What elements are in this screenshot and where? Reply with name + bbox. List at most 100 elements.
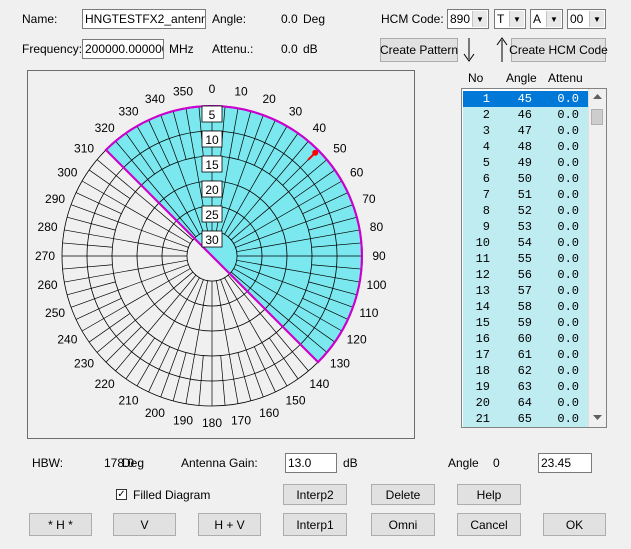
table-row[interactable]: 3 47 0.0 <box>463 123 590 139</box>
filled-pattern-sector <box>104 105 363 364</box>
hcm-code-select-2[interactable]: T ▼ <box>494 9 526 29</box>
angle-tick-label: 50 <box>333 142 347 156</box>
hcm-code-select-4[interactable]: 00 ▼ <box>567 9 606 29</box>
frequency-field[interactable]: 200000.000000 <box>82 39 164 59</box>
table-row[interactable]: 4 48 0.0 <box>463 139 590 155</box>
row-number: 1 <box>482 92 490 106</box>
row-number: 17 <box>475 348 490 362</box>
row-number: 10 <box>475 236 490 250</box>
angle-input[interactable]: 23.45 <box>538 453 592 473</box>
h-plus-v-button[interactable]: H + V <box>198 513 261 536</box>
table-row[interactable]: 11 55 0.0 <box>463 251 590 267</box>
create-hcm-code-button[interactable]: Create HCM Code <box>509 38 608 62</box>
table-row[interactable]: 18 62 0.0 <box>463 363 590 379</box>
ring-label-box <box>201 230 223 248</box>
polar-spoke <box>67 281 116 296</box>
row-angle: 64 <box>517 396 532 410</box>
table-row[interactable]: 15 59 0.0 <box>463 315 590 331</box>
polar-spoke <box>62 242 113 248</box>
table-row[interactable]: 19 63 0.0 <box>463 379 590 395</box>
column-header-angle: Angle <box>506 71 537 85</box>
omni-button[interactable]: Omni <box>371 513 435 536</box>
row-angle: 50 <box>517 172 532 186</box>
polar-spoke <box>160 279 204 398</box>
ring-label: 25 <box>205 208 219 222</box>
polar-spoke <box>105 326 142 363</box>
filled-diagram-checkbox[interactable]: ✓ <box>116 489 127 500</box>
vertical-scrollbar[interactable] <box>588 89 606 427</box>
polar-spoke <box>311 242 362 248</box>
filled-diagram-label: Filled Diagram <box>133 488 211 502</box>
antenna-gain-unit: dB <box>343 456 358 470</box>
arrow-down-icon <box>463 38 475 62</box>
table-row[interactable]: 7 51 0.0 <box>463 187 590 203</box>
help-button[interactable]: Help <box>457 484 521 505</box>
scrollbar-thumb[interactable] <box>591 109 603 125</box>
row-angle: 54 <box>517 236 532 250</box>
table-row[interactable]: 10 54 0.0 <box>463 235 590 251</box>
h-star-button[interactable]: * H * <box>29 513 92 536</box>
angle-label: Angle: <box>212 12 247 26</box>
angle-tick-label: 250 <box>45 306 65 320</box>
hcm-code-select-3[interactable]: A ▼ <box>530 9 563 29</box>
table-row[interactable]: 17 61 0.0 <box>463 347 590 363</box>
polar-spoke <box>235 204 354 248</box>
angle-readout-label: Angle <box>448 456 479 470</box>
cancel-button[interactable]: Cancel <box>457 513 521 536</box>
create-pattern-button[interactable]: Create Pattern <box>380 38 458 62</box>
angle-tick-label: 60 <box>350 166 364 180</box>
row-angle: 58 <box>517 300 532 314</box>
table-row[interactable]: 8 52 0.0 <box>463 203 590 219</box>
angle-tick-label: 190 <box>173 413 193 427</box>
name-label: Name: <box>22 12 58 26</box>
interp2-button[interactable]: Interp2 <box>283 484 347 505</box>
table-row[interactable]: 16 60 0.0 <box>463 331 590 347</box>
row-attenu: 0.0 <box>557 348 579 362</box>
ring-label-box <box>201 130 223 148</box>
table-row[interactable]: 14 58 0.0 <box>463 299 590 315</box>
antenna-gain-field[interactable]: 13.0 <box>285 453 337 473</box>
polar-spoke <box>136 125 200 235</box>
row-number: 4 <box>482 140 490 154</box>
polar-spoke <box>227 140 309 238</box>
row-angle: 53 <box>517 220 532 234</box>
polar-spoke <box>237 111 252 160</box>
pattern-table[interactable]: 1 45 0.0 2 46 0.0 3 47 0.0 4 48 0.0 5 49 0.0 6 50 0.0 7 51 0… <box>461 88 607 428</box>
row-attenu: 0.0 <box>557 236 579 250</box>
angle-tick-label: 110 <box>359 306 378 320</box>
angle-tick-label: 10 <box>234 85 248 99</box>
scroll-down-icon[interactable] <box>593 415 602 421</box>
polar-spoke <box>75 192 122 215</box>
delete-button[interactable]: Delete <box>371 484 435 505</box>
row-number: 21 <box>475 412 490 426</box>
polar-spoke <box>224 125 288 235</box>
table-row[interactable]: 2 46 0.0 <box>463 107 590 123</box>
table-row[interactable]: 21 65 0.0 <box>463 411 590 427</box>
polar-spoke <box>81 268 191 332</box>
table-row[interactable]: 13 57 0.0 <box>463 283 590 299</box>
v-button[interactable]: V <box>113 513 176 536</box>
polar-spoke <box>148 119 171 166</box>
polar-spoke <box>172 111 187 160</box>
table-row[interactable]: 5 49 0.0 <box>463 155 590 171</box>
polar-spoke <box>233 268 343 332</box>
polar-spoke <box>220 355 226 406</box>
row-number: 3 <box>482 124 490 138</box>
hcm-code-select-1[interactable]: 890 ▼ <box>447 9 489 29</box>
hcm-code-value-4: 00 <box>570 12 584 26</box>
table-row[interactable]: 12 56 0.0 <box>463 267 590 283</box>
name-field[interactable]: HNGTESTFX2_antenna <box>82 9 206 29</box>
angle-tick-label: 140 <box>309 377 329 391</box>
angle-tick-label: 300 <box>57 166 77 180</box>
table-row[interactable]: 6 50 0.0 <box>463 171 590 187</box>
ok-button[interactable]: OK <box>543 513 606 536</box>
table-row[interactable]: 20 64 0.0 <box>463 395 590 411</box>
angle-tick-label: 200 <box>145 406 165 420</box>
table-row[interactable]: 9 53 0.0 <box>463 219 590 235</box>
interp1-button[interactable]: Interp1 <box>283 513 347 536</box>
table-row[interactable]: 1 45 0.0 <box>463 91 590 107</box>
ring-label: 30 <box>205 233 219 247</box>
row-angle: 65 <box>517 412 532 426</box>
scroll-up-icon[interactable] <box>593 94 602 100</box>
